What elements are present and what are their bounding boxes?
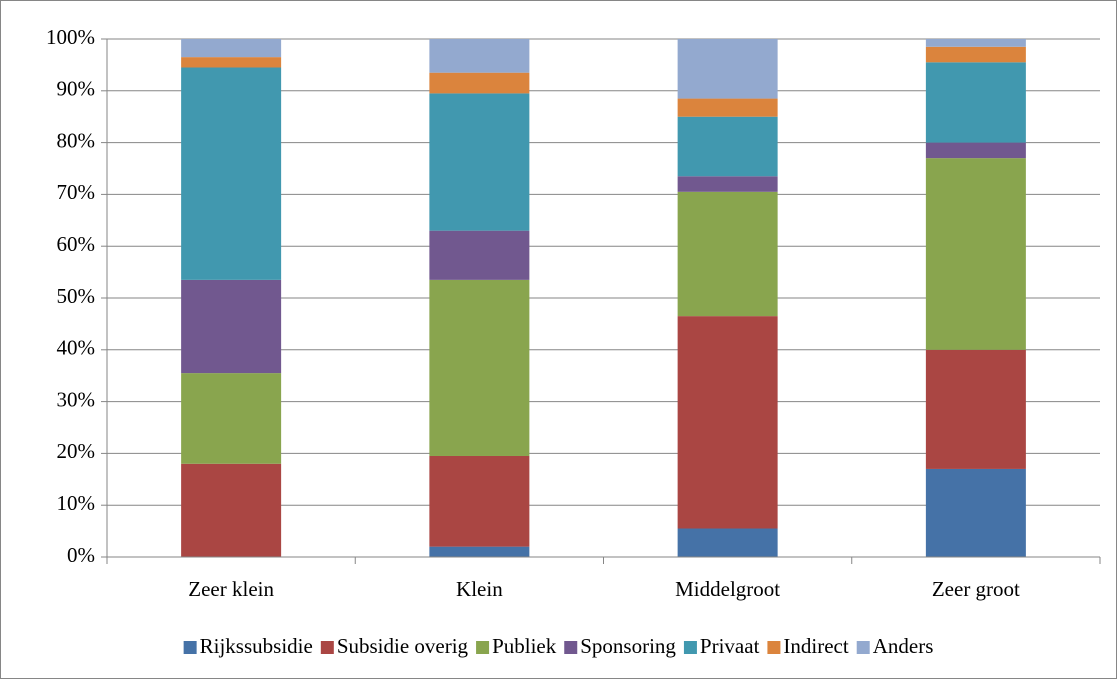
bar-segment (181, 39, 282, 58)
legend-swatch (320, 641, 334, 654)
legend-swatch (564, 641, 578, 654)
y-tick-label: 80% (57, 128, 96, 152)
bar-segment (677, 39, 778, 99)
bar-segment (925, 46, 1026, 63)
legend-label: Privaat (700, 634, 760, 658)
bar-segment (429, 230, 530, 280)
bar-segment (181, 279, 282, 374)
bar-segment (677, 98, 778, 117)
y-tick-label: 100% (46, 25, 95, 49)
bar-segment (429, 546, 530, 557)
legend-swatch (183, 641, 197, 654)
legend-swatch (683, 641, 697, 654)
y-tick-label: 70% (57, 180, 96, 204)
legend-label: Indirect (783, 634, 848, 658)
x-tick-label: Zeer klein (188, 577, 274, 601)
bar-segment (181, 373, 282, 464)
y-tick-label: 40% (57, 336, 96, 360)
x-tick-label: Zeer groot (932, 577, 1020, 601)
bar-segment (677, 176, 778, 192)
legend-label: Publiek (492, 634, 557, 658)
bar-segment (925, 62, 1026, 143)
legend-label: Subsidie overig (337, 634, 469, 658)
legend-label: Sponsoring (580, 634, 676, 658)
bar-segment (925, 468, 1026, 557)
legend-label: Rijkssubsidie (200, 634, 313, 658)
bar-segment (429, 39, 530, 73)
legend-swatch (476, 641, 490, 654)
bar-segment (181, 463, 282, 557)
bar-segment (181, 67, 282, 280)
x-tick-label: Klein (456, 577, 503, 601)
legend: Rijkssubsidie Subsidie overig Publiek Spons… (183, 634, 934, 658)
bar-segment (677, 191, 778, 317)
y-tick-label: 10% (57, 491, 96, 515)
bar-segment (925, 142, 1026, 159)
bar-segment (429, 455, 530, 547)
bar-segment (925, 158, 1026, 350)
bar-segment (925, 349, 1026, 469)
y-tick-label: 50% (57, 284, 96, 308)
bar-segment (677, 116, 778, 177)
y-tick-label: 60% (57, 232, 96, 256)
y-tick-label: 20% (57, 439, 96, 463)
y-tick-label: 30% (57, 387, 96, 411)
legend-swatch (856, 641, 870, 654)
y-tick-label: 90% (57, 77, 96, 101)
bar-segment (429, 279, 530, 456)
y-tick-label: 0% (67, 543, 95, 567)
bar-segment (429, 93, 530, 231)
bar-segment (429, 72, 530, 94)
bar-segment (181, 57, 282, 68)
legend-label: Anders (873, 634, 934, 658)
x-tick-label: Middelgroot (675, 577, 780, 601)
bar-segment (677, 528, 778, 557)
bar-segment (677, 316, 778, 529)
legend-swatch (767, 641, 781, 654)
bar-segment (925, 39, 1026, 47)
